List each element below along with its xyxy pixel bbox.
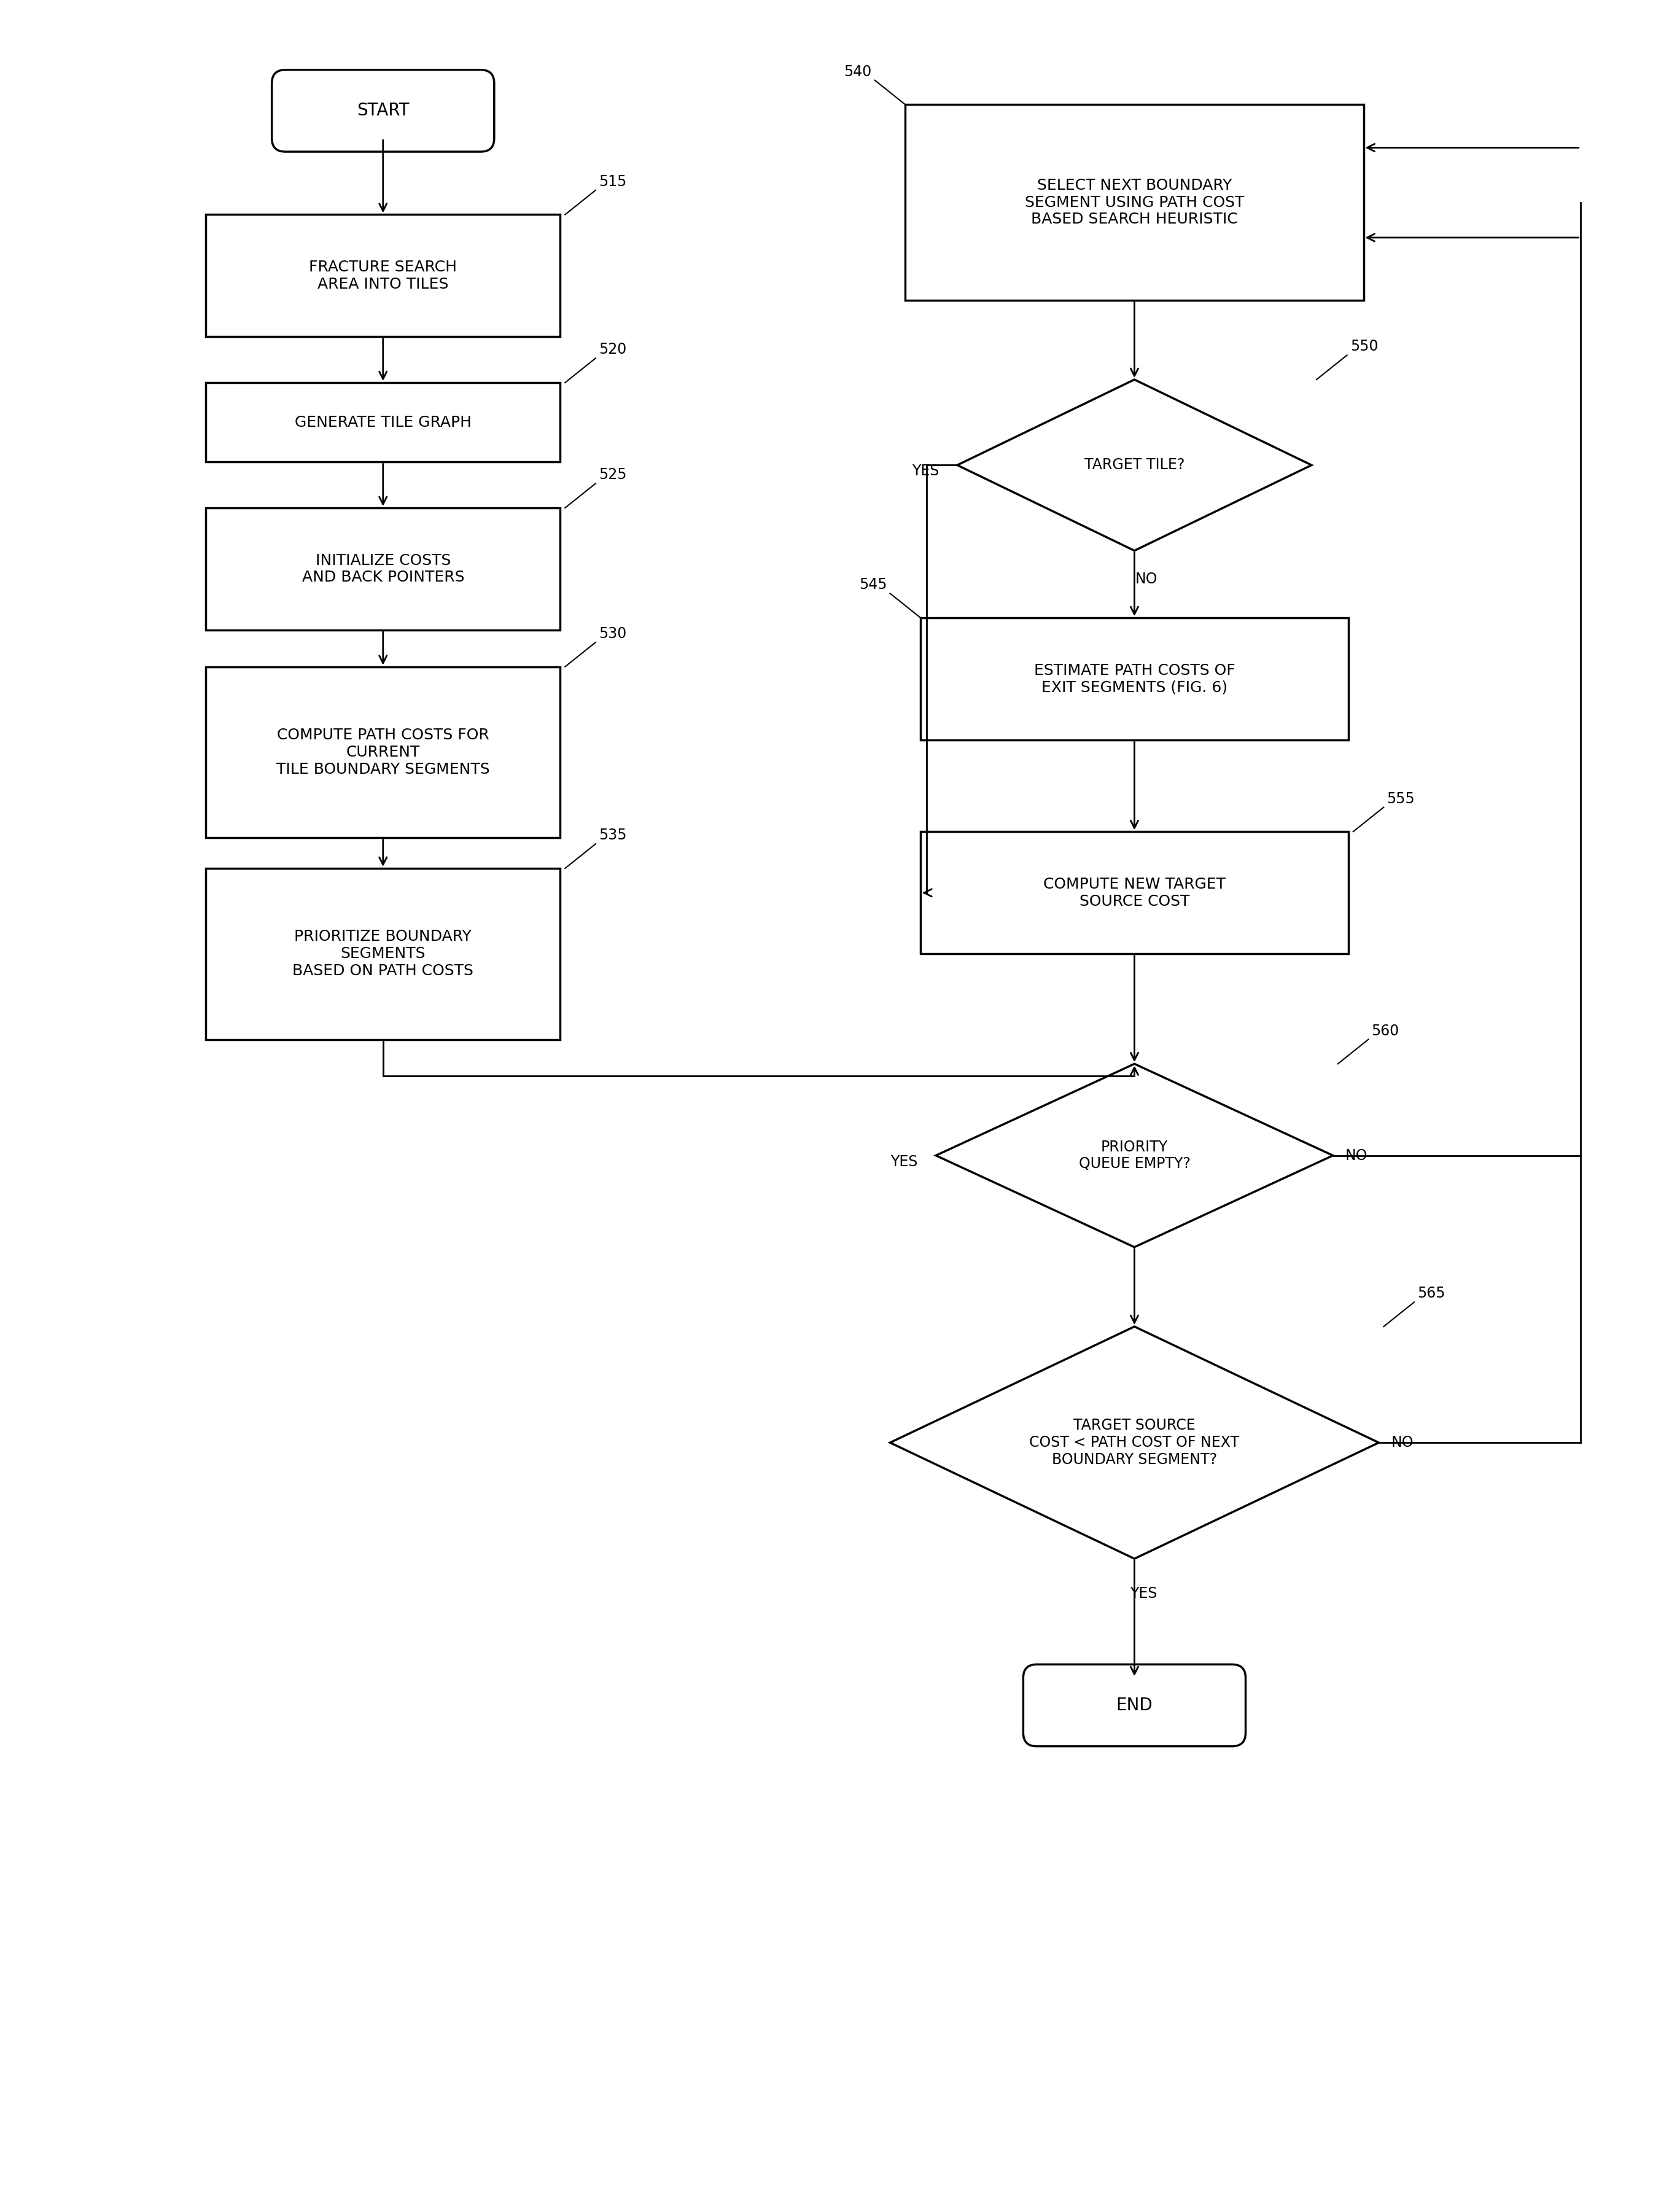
- Text: INITIALIZE COSTS
AND BACK POINTERS: INITIALIZE COSTS AND BACK POINTERS: [302, 553, 463, 584]
- Text: 545: 545: [859, 577, 887, 593]
- Polygon shape: [890, 1327, 1379, 1559]
- Text: GENERATE TILE GRAPH: GENERATE TILE GRAPH: [294, 416, 472, 429]
- Text: YES: YES: [890, 1155, 917, 1168]
- Text: PRIORITY
QUEUE EMPTY?: PRIORITY QUEUE EMPTY?: [1078, 1139, 1191, 1172]
- Text: TARGET TILE?: TARGET TILE?: [1085, 458, 1184, 473]
- Text: FRACTURE SEARCH
AREA INTO TILES: FRACTURE SEARCH AREA INTO TILES: [309, 259, 457, 292]
- Text: NO: NO: [1136, 573, 1158, 586]
- Text: TARGET SOURCE
COST < PATH COST OF NEXT
BOUNDARY SEGMENT?: TARGET SOURCE COST < PATH COST OF NEXT B…: [1030, 1418, 1239, 1467]
- Bar: [206, 383, 560, 462]
- Polygon shape: [957, 380, 1312, 551]
- Text: PRIORITIZE BOUNDARY
SEGMENTS
BASED ON PATH COSTS: PRIORITIZE BOUNDARY SEGMENTS BASED ON PA…: [292, 929, 473, 978]
- Text: NO: NO: [1390, 1436, 1414, 1451]
- Text: 515: 515: [598, 175, 626, 188]
- Text: 535: 535: [598, 827, 626, 843]
- Text: 550: 550: [1350, 338, 1379, 354]
- Text: ESTIMATE PATH COSTS OF
EXIT SEGMENTS (FIG. 6): ESTIMATE PATH COSTS OF EXIT SEGMENTS (FI…: [1033, 664, 1236, 695]
- Polygon shape: [935, 1064, 1334, 1248]
- Text: 565: 565: [1417, 1285, 1445, 1301]
- Bar: [206, 509, 560, 630]
- Bar: [905, 104, 1364, 301]
- Text: COMPUTE PATH COSTS FOR
CURRENT
TILE BOUNDARY SEGMENTS: COMPUTE PATH COSTS FOR CURRENT TILE BOUN…: [276, 728, 490, 776]
- Text: COMPUTE NEW TARGET
SOURCE COST: COMPUTE NEW TARGET SOURCE COST: [1043, 876, 1226, 909]
- Bar: [206, 666, 560, 838]
- FancyBboxPatch shape: [1023, 1663, 1246, 1745]
- Text: END: END: [1116, 1697, 1153, 1714]
- Text: YES: YES: [912, 465, 938, 478]
- Text: 520: 520: [598, 343, 626, 356]
- Text: 555: 555: [1387, 792, 1415, 805]
- Text: 560: 560: [1372, 1024, 1399, 1037]
- Text: YES: YES: [1129, 1586, 1158, 1601]
- Text: 525: 525: [598, 467, 626, 482]
- Bar: [920, 832, 1349, 953]
- Bar: [206, 869, 560, 1040]
- Text: 530: 530: [598, 626, 626, 641]
- FancyBboxPatch shape: [272, 71, 495, 153]
- Text: NO: NO: [1345, 1148, 1367, 1164]
- Bar: [206, 215, 560, 336]
- Bar: [920, 617, 1349, 741]
- Text: SELECT NEXT BOUNDARY
SEGMENT USING PATH COST
BASED SEARCH HEURISTIC: SELECT NEXT BOUNDARY SEGMENT USING PATH …: [1025, 177, 1244, 228]
- Text: 540: 540: [844, 64, 872, 80]
- Text: START: START: [357, 102, 409, 119]
